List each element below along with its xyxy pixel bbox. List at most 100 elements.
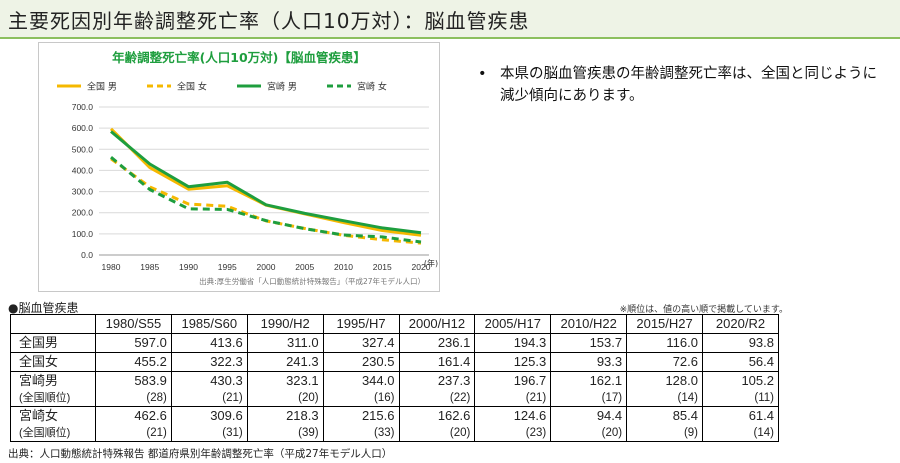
bullet-icon: • (478, 66, 487, 82)
table-note: ※順位は、値の高い順で掲載しています。 (619, 305, 788, 315)
x-tick-label: 2020 (412, 262, 431, 272)
chart-title: 年齢調整死亡率(人口10万対)【脳血管疾患】 (112, 50, 366, 65)
x-tick-label: 2005 (295, 262, 314, 272)
summary-text: 本県の脳血管疾患の年齢調整死亡率は、全国と同じように減少傾向にあります。 (500, 66, 877, 104)
table-cell: 322.3 (170, 352, 248, 372)
table-rank-cell: (28) (95, 390, 172, 407)
y-tick-label: 500.0 (72, 144, 94, 154)
table-cell: 462.6 (95, 406, 172, 425)
x-tick-label: 1980 (102, 262, 121, 272)
table-header-cell: 1990/H2 (246, 314, 324, 334)
y-tick-label: 300.0 (72, 187, 94, 197)
table-header-cell: 2000/H12 (398, 314, 476, 334)
legend-label: 全国 男 (87, 81, 117, 93)
table-header-cell: 2020/R2 (702, 314, 779, 334)
table-cell: 124.6 (474, 406, 552, 425)
table-rank-cell: (16) (322, 390, 400, 407)
table-rank-label: (全国順位) (10, 425, 96, 442)
page-header: 主要死因別年齢調整死亡率（人口10万対）：脳血管疾患 (0, 0, 900, 39)
table-rank-cell: (20) (550, 425, 628, 442)
table-cell: 125.3 (474, 352, 552, 372)
table-cell: 327.4 (322, 333, 400, 353)
table-header-cell: 1980/S55 (95, 314, 172, 334)
table-row-label: 宮崎女 (10, 406, 96, 425)
y-tick-label: 400.0 (72, 165, 94, 175)
table-rank-cell: (23) (474, 425, 552, 442)
y-tick-label: 100.0 (72, 229, 94, 239)
table-rank-cell: (20) (398, 425, 476, 442)
table-rank-cell: (14) (626, 390, 703, 407)
table-cell: 237.3 (398, 371, 476, 390)
table-rank-row: (全国順位) (28) (21) (20) (16) (22) (21) (17) (14) (1… (10, 390, 779, 407)
table-cell: 309.6 (170, 406, 248, 425)
table-rank-row: (全国順位) (21) (31) (39) (33) (20) (23) (20) (9) (14… (10, 425, 779, 442)
legend-label: 全国 女 (177, 81, 207, 93)
table-rank-cell: (9) (626, 425, 703, 442)
table-rank-cell: (21) (170, 390, 248, 407)
series-line (110, 130, 422, 235)
table-row: 宮崎女 462.6 309.6 218.3 215.6 162.6 124.6 94.4 85.… (10, 406, 779, 425)
table-row: 全国男 597.0 413.6 311.0 327.4 236.1 194.3 153.7 11… (10, 333, 779, 353)
table-cell: 196.7 (474, 371, 552, 390)
table-row: 宮崎男 583.9 430.3 323.1 344.0 237.3 196.7 162.1 12… (10, 371, 779, 390)
table-cell: 230.5 (322, 352, 400, 372)
x-axis-unit: (年) (424, 258, 438, 268)
table-cell: 153.7 (550, 333, 628, 353)
table-cell: 236.1 (398, 333, 476, 353)
table-header-row: 1980/S55 1985/S60 1990/H2 1995/H7 2000/H12 20… (10, 314, 779, 334)
table-row-label: 宮崎男 (10, 371, 96, 390)
table-cell: 194.3 (474, 333, 552, 353)
table-cell: 323.1 (246, 371, 324, 390)
table-cell: 430.3 (170, 371, 248, 390)
x-tick-label: 2015 (373, 262, 392, 272)
table-header-cell: 1985/S60 (170, 314, 248, 334)
series-line (110, 156, 422, 244)
table-cell: 128.0 (626, 371, 703, 390)
table-cell: 93.3 (550, 352, 628, 372)
table-cell: 241.3 (246, 352, 324, 372)
data-table: 1980/S55 1985/S60 1990/H2 1995/H7 2000/H12 20… (10, 314, 779, 442)
table-cell: 218.3 (246, 406, 324, 425)
table-cell: 215.6 (322, 406, 400, 425)
table-cell: 61.4 (702, 406, 779, 425)
page-title: 主要死因別年齢調整死亡率（人口10万対）：脳血管疾患 (8, 9, 530, 33)
table-rank-cell: (17) (550, 390, 628, 407)
table-cell: 344.0 (322, 371, 400, 390)
table-label: ●脳血管疾患 (8, 301, 79, 315)
table-cell: 455.2 (95, 352, 172, 372)
table-rank-cell: (14) (702, 425, 779, 442)
table-cell: 162.6 (398, 406, 476, 425)
table-cell: 162.1 (550, 371, 628, 390)
table-rank-cell: (22) (398, 390, 476, 407)
table-header-cell: 2010/H22 (550, 314, 628, 334)
x-tick-label: 1990 (179, 262, 198, 272)
table-cell: 413.6 (170, 333, 248, 353)
y-tick-label: 600.0 (72, 123, 94, 133)
summary-bullet: • 本県の脳血管疾患の年齢調整死亡率は、全国と同じように減少傾向にあります。 (478, 63, 878, 107)
legend-label: 宮崎 女 (357, 81, 387, 93)
x-tick-label: 1995 (218, 262, 237, 272)
table-cell: 94.4 (550, 406, 628, 425)
table-header-cell: 2015/H27 (626, 314, 703, 334)
table-cell: 583.9 (95, 371, 172, 390)
table-cell: 597.0 (95, 333, 172, 353)
line-chart: 年齢調整死亡率(人口10万対)【脳血管疾患】全国 男 全国 女 宮崎 男 宮崎 女 0.… (57, 50, 438, 286)
table-rank-cell: (33) (322, 425, 400, 442)
table-header-cell: 1995/H7 (322, 314, 400, 334)
table-corner-cell (10, 314, 96, 334)
legend-label: 宮崎 男 (267, 81, 297, 93)
table-rank-cell: (31) (170, 425, 248, 442)
table-cell: 93.8 (702, 333, 779, 353)
chart-panel: 年齢調整死亡率(人口10万対)【脳血管疾患】全国 男 全国 女 宮崎 男 宮崎 女 0.… (38, 42, 440, 292)
x-tick-label: 2010 (334, 262, 353, 272)
y-tick-label: 0.0 (81, 250, 93, 260)
table-cell: 161.4 (398, 352, 476, 372)
table-rank-cell: (11) (702, 390, 779, 407)
y-tick-label: 700.0 (72, 102, 94, 112)
table-rank-label: (全国順位) (10, 390, 96, 407)
table-header-cell: 2005/H17 (474, 314, 552, 334)
chart-source: 出典:厚生労働省「人口動態統計特殊報告」（平成27年モデル人口） (199, 276, 425, 286)
table-source: 出典：人口動態統計特殊報告 都道府県別年齢調整死亡率（平成27年モデル人口） (8, 448, 393, 460)
table-cell: 85.4 (626, 406, 703, 425)
table-cell: 72.6 (626, 352, 703, 372)
